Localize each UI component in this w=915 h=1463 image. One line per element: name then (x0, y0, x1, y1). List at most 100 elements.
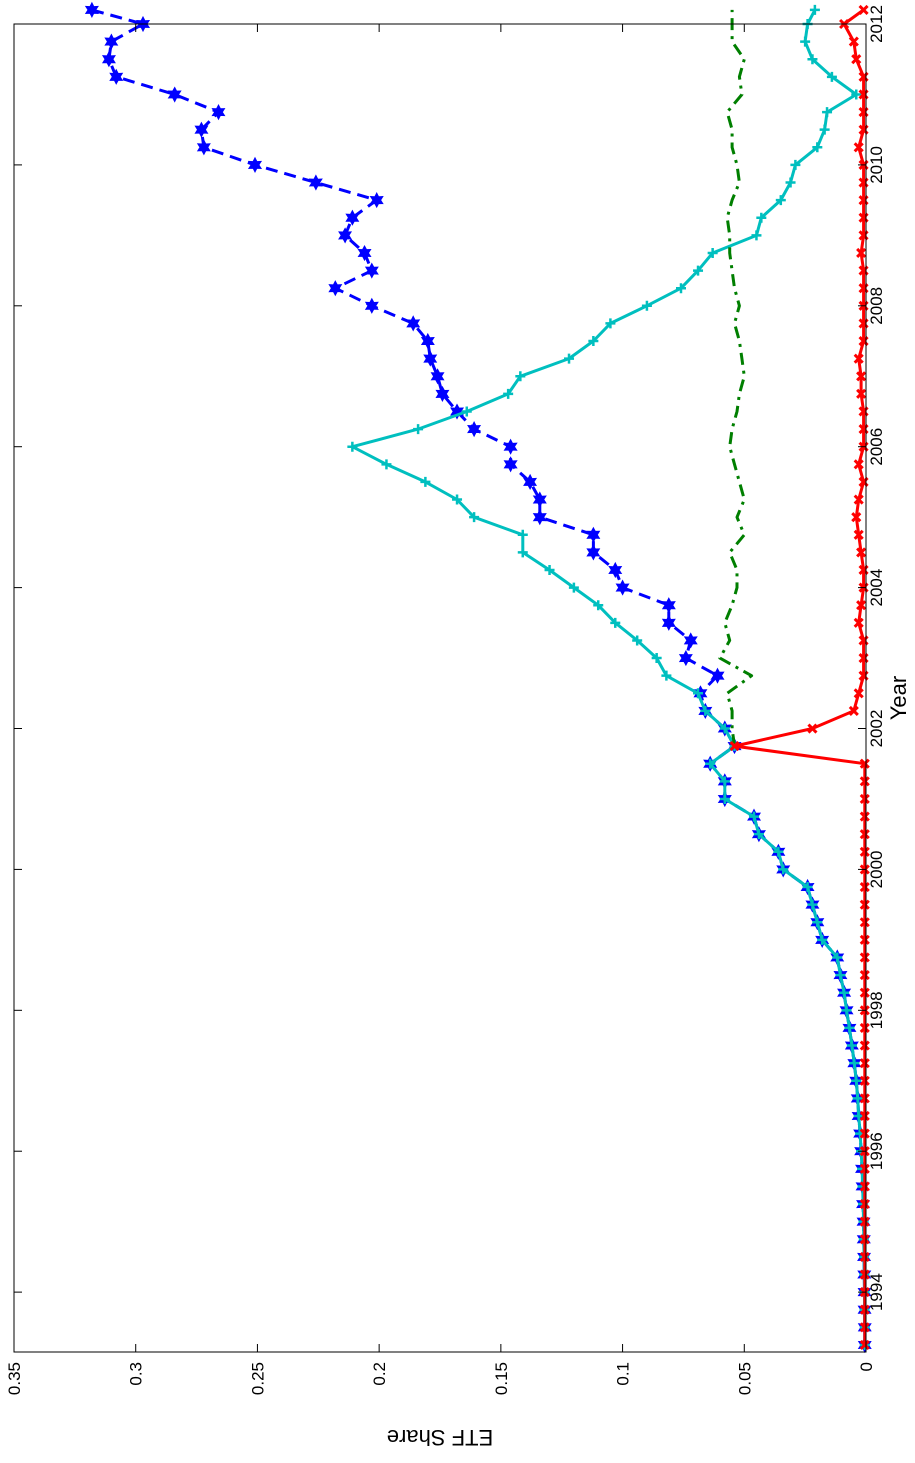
plot-frame (13, 23, 867, 1353)
y-tick-label: 0.3 (127, 1362, 146, 1386)
tick-layer: 1994 1996 1998 2000 2002 2004 2006 2008 2010 2012… (5, 5, 886, 1395)
data-point (693, 265, 704, 276)
data-point (858, 4, 869, 15)
data-point (826, 71, 837, 82)
data-point (413, 424, 424, 435)
series-2 (718, 9, 754, 747)
data-point (853, 1110, 864, 1121)
x-tick-label: 2008 (867, 287, 886, 325)
data-point (615, 579, 630, 596)
data-point (605, 318, 616, 329)
data-point (632, 635, 643, 646)
data-point (751, 230, 762, 241)
data-point (859, 1110, 870, 1122)
x-tick-label: 2004 (867, 569, 886, 607)
data-point (467, 421, 482, 438)
data-point (859, 776, 870, 787)
data-point (819, 124, 830, 135)
data-point (661, 670, 672, 681)
series-0 (84, 1, 872, 1354)
data-point (749, 811, 760, 822)
y-tick-label: 0.35 (5, 1362, 24, 1395)
data-point (812, 917, 823, 928)
data-point (707, 247, 718, 258)
y-tick-label: 0 (857, 1362, 876, 1371)
data-point (651, 653, 662, 664)
data-point (778, 864, 789, 875)
series-line (350, 9, 867, 1345)
x-tick-label: 2006 (867, 428, 886, 466)
data-point (822, 107, 833, 118)
data-point (308, 174, 323, 191)
series-line (91, 8, 867, 1345)
data-point (211, 104, 226, 121)
data-point (196, 139, 211, 156)
data-point (859, 952, 870, 963)
data-point (775, 195, 786, 206)
data-point (859, 1216, 870, 1227)
data-point (84, 1, 99, 18)
data-point (338, 227, 353, 244)
data-point (859, 1022, 870, 1033)
data-point (853, 617, 864, 628)
x-tick-label: 1998 (867, 991, 886, 1029)
data-point (859, 846, 870, 857)
data-point (848, 36, 859, 47)
data-point (753, 829, 764, 840)
data-point (856, 388, 867, 399)
data-point (859, 1075, 870, 1086)
data-point (851, 1075, 862, 1086)
data-point (859, 1163, 870, 1174)
data-point (347, 441, 358, 452)
data-point (859, 758, 870, 769)
data-point (859, 793, 870, 805)
data-point (194, 121, 209, 138)
data-point (859, 1339, 870, 1351)
series-1 (347, 4, 870, 1350)
data-point (809, 4, 820, 15)
x-tick-label: 1994 (867, 1273, 886, 1311)
data-point (435, 385, 450, 402)
data-point (859, 1251, 870, 1262)
data-point (345, 209, 360, 226)
data-point (859, 899, 870, 910)
y-tick-label: 0.05 (735, 1362, 754, 1395)
data-point (452, 494, 463, 505)
data-point (610, 617, 621, 628)
data-point (853, 494, 864, 505)
data-point (853, 688, 864, 699)
data-point (247, 156, 263, 173)
data-point (859, 1128, 870, 1139)
data-point (661, 614, 676, 631)
data-point (807, 54, 818, 65)
data-point (802, 882, 813, 893)
data-point (729, 741, 740, 752)
data-point (790, 159, 801, 170)
data-point (423, 350, 438, 367)
data-point (450, 403, 465, 420)
data-point (853, 353, 864, 364)
data-point (853, 142, 864, 153)
data-point (851, 89, 862, 100)
data-point (369, 192, 384, 209)
y-axis-label: ETF Share (387, 1425, 493, 1450)
data-point (859, 829, 870, 840)
data-point (532, 491, 547, 508)
x-tick-label: 1996 (867, 1132, 886, 1170)
data-point (856, 547, 867, 558)
data-point (641, 300, 652, 311)
data-point (856, 247, 867, 259)
x-tick-label: 2002 (867, 710, 886, 748)
data-point (430, 368, 445, 385)
data-point (469, 512, 480, 523)
data-point (700, 705, 711, 716)
data-point (859, 881, 870, 893)
data-point (364, 297, 379, 314)
data-point (859, 917, 870, 928)
data-point (503, 438, 518, 455)
data-point (406, 315, 421, 332)
data-point (812, 142, 823, 153)
data-point (859, 1198, 870, 1210)
data-point (859, 811, 870, 822)
